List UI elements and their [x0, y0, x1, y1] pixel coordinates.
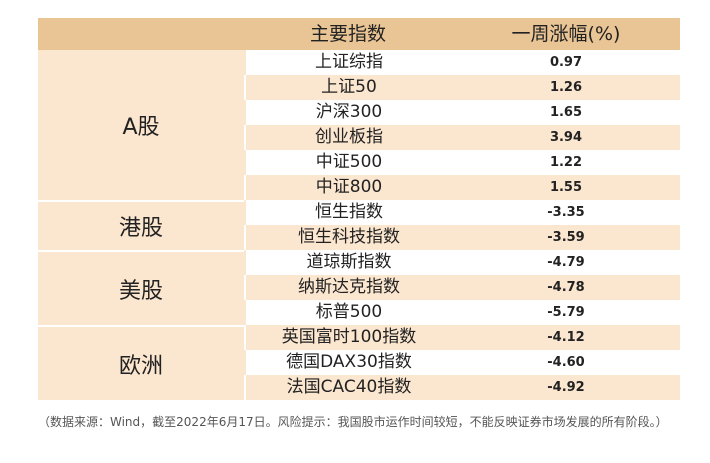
index-name: 上证综指 [244, 50, 452, 75]
index-change: -4.12 [547, 330, 585, 345]
index-name: 中证500 [244, 150, 452, 175]
index-name: 创业板指 [244, 125, 452, 150]
table-row: 标普500 -5.79 [244, 300, 680, 325]
index-name: 纳斯达克指数 [244, 275, 452, 300]
header-index-name: 主要指数 [309, 23, 386, 45]
index-change: -4.60 [547, 355, 585, 370]
index-change: -4.78 [547, 280, 585, 295]
index-name: 法国CAC40指数 [244, 375, 452, 400]
table-row: 中证500 1.22 [244, 150, 680, 175]
index-change: 1.26 [549, 80, 583, 95]
source-note: （数据来源：Wind，截至2022年6月17日。风险提示：我国股市运作时间较短，… [38, 415, 668, 429]
table-row: 纳斯达克指数 -4.78 [244, 275, 680, 300]
table-row: 上证综指 0.97 [244, 50, 680, 75]
index-name: 恒生科技指数 [244, 225, 452, 250]
index-change: -5.79 [547, 305, 585, 320]
index-name: 恒生指数 [244, 200, 452, 225]
index-change: 3.94 [549, 130, 583, 145]
index-change: 1.22 [549, 155, 583, 170]
index-change: -3.35 [547, 205, 585, 220]
table-header: 主要指数 一周涨幅(%) [38, 18, 680, 50]
table-row: 创业板指 3.94 [244, 125, 680, 150]
index-name: 道琼斯指数 [244, 250, 452, 275]
index-change: 1.55 [549, 180, 583, 195]
table-row: 德国DAX30指数 -4.60 [244, 350, 680, 375]
index-name: 标普500 [244, 300, 452, 325]
table-row: 法国CAC40指数 -4.92 [244, 375, 680, 400]
group-a-shares: A股 [38, 50, 244, 200]
index-change: 0.97 [549, 55, 583, 70]
table-row: 恒生指数 -3.35 [244, 200, 680, 225]
index-name: 上证50 [244, 75, 452, 100]
index-name: 中证800 [244, 175, 452, 200]
table-row: 沪深300 1.65 [244, 100, 680, 125]
header-weekly-change: 一周涨幅(%) [511, 23, 621, 45]
table-row: 道琼斯指数 -4.79 [244, 250, 680, 275]
index-name: 英国富时100指数 [244, 325, 452, 350]
index-name: 德国DAX30指数 [244, 350, 452, 375]
table-row: 英国富时100指数 -4.12 [244, 325, 680, 350]
group-europe: 欧洲 [38, 325, 244, 400]
index-change: 1.65 [549, 105, 583, 120]
table-row: 上证50 1.26 [244, 75, 680, 100]
index-change: -3.59 [547, 230, 585, 245]
table-row: 恒生科技指数 -3.59 [244, 225, 680, 250]
index-change: -4.79 [547, 255, 585, 270]
table-row: 中证800 1.55 [244, 175, 680, 200]
group-hk-shares: 港股 [38, 200, 244, 250]
index-change: -4.92 [547, 380, 585, 395]
index-name: 沪深300 [244, 100, 452, 125]
group-us-shares: 美股 [38, 250, 244, 325]
